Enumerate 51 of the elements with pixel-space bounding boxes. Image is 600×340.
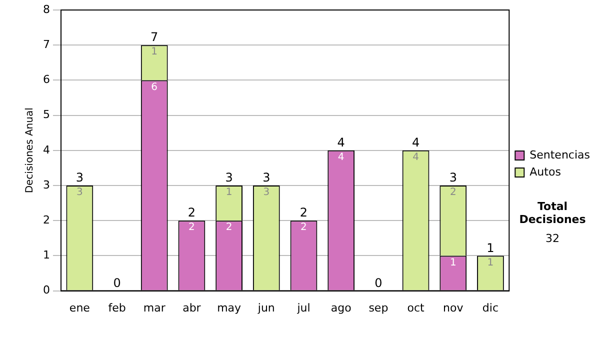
data-label: 4: [412, 152, 419, 163]
y-tick-label: 3: [43, 178, 50, 192]
y-tick-label: 5: [43, 108, 50, 122]
x-tick-label: oct: [407, 301, 426, 314]
y-tick-label: 1: [43, 248, 50, 262]
y-tick-label: 7: [43, 38, 50, 51]
legend-label: Sentencias: [530, 148, 590, 162]
total-label: 3: [449, 170, 457, 185]
y-tick-label: 6: [43, 73, 50, 86]
total-label: 0: [113, 276, 121, 290]
total-label: 3: [225, 170, 233, 185]
data-label: 3: [263, 187, 270, 198]
x-tick-label: jun: [256, 301, 275, 314]
x-tick-label: dic: [482, 301, 499, 314]
x-tick-label: jul: [296, 301, 310, 314]
total-label: 0: [374, 276, 382, 290]
legend-label: Autos: [530, 165, 562, 178]
y-tick-label: 0: [43, 284, 50, 297]
y-tick-label: 2: [43, 213, 50, 226]
x-tick-label: may: [217, 301, 242, 314]
total-label: 2: [300, 206, 308, 220]
data-label: 4: [338, 152, 344, 163]
x-tick-label: abr: [182, 301, 202, 314]
total-label: 3: [262, 170, 270, 185]
total-label: 1: [486, 240, 494, 255]
text: Total Decisiones: [518, 200, 587, 226]
total-label: 4: [412, 136, 420, 150]
x-tick-label: nov: [443, 301, 464, 314]
data-label: 2: [226, 222, 232, 234]
total-label: 3: [76, 170, 84, 185]
total-label: 2: [188, 206, 196, 220]
data-label: 6: [151, 82, 158, 93]
data-label: 1: [226, 187, 232, 198]
y-tick-label: 4: [43, 143, 50, 156]
data-label: 1: [487, 257, 494, 268]
data-label: 2: [188, 222, 195, 234]
text: 32: [544, 232, 560, 245]
data-label: 3: [76, 187, 83, 198]
x-tick-label: feb: [108, 301, 126, 314]
data-label: 2: [450, 187, 456, 198]
x-tick-label: sep: [368, 301, 388, 314]
x-tick-label: ene: [69, 301, 90, 314]
data-label: 1: [151, 46, 158, 58]
x-tick-label: ago: [330, 301, 352, 314]
total-label: 7: [150, 30, 158, 44]
y-tick-label: 8: [43, 2, 50, 16]
x-tick-label: mar: [143, 301, 166, 314]
total-label: 4: [337, 136, 345, 150]
data-label: 2: [300, 222, 307, 234]
y-axis-title: Decisiones Anual: [24, 108, 36, 194]
data-label: 1: [450, 257, 456, 268]
